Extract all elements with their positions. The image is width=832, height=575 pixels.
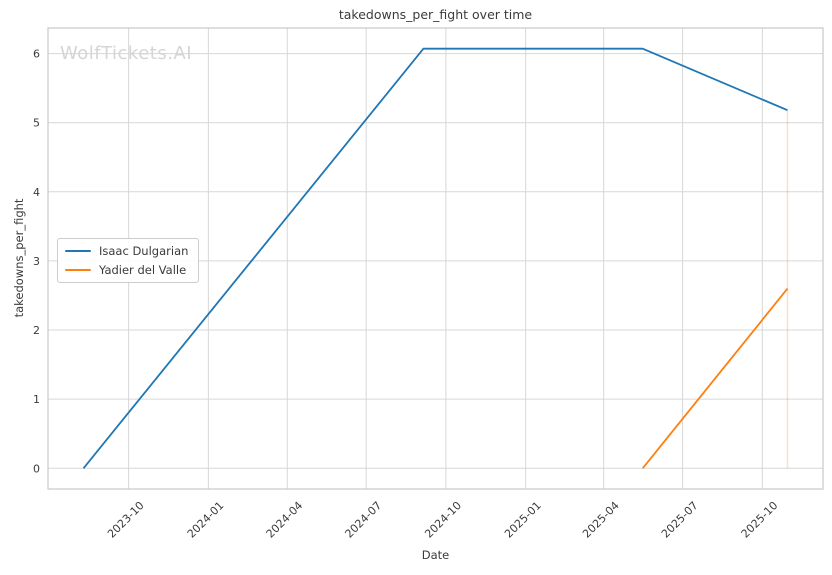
y-tick-label: 0	[33, 462, 40, 475]
legend-swatch-orange-line	[65, 269, 91, 271]
series-line-isaac-dulgarian	[82, 47, 788, 469]
x-axis-label: Date	[421, 548, 450, 562]
watermark: WolfTickets.AI	[60, 43, 193, 64]
x-tick-label: 2025-04	[580, 499, 622, 541]
x-tick-label: 2024-04	[264, 499, 306, 541]
chart-title: takedowns_per_fight over time	[338, 7, 533, 22]
x-tick-label: 2025-01	[502, 499, 544, 541]
legend-swatch-blue-line	[65, 250, 91, 252]
y-tick-label: 6	[33, 48, 40, 61]
legend-item-isaac-dulgarian: Isaac Dulgarian	[65, 244, 188, 258]
legend-item-yadier-del-valle: Yadier del Valle	[65, 263, 188, 277]
x-tick-label: 2024-10	[422, 499, 464, 541]
y-tick-label: 1	[33, 393, 40, 406]
y-tick-label: 3	[33, 255, 40, 268]
legend-label-yadier-del-valle: Yadier del Valle	[99, 263, 187, 277]
y-axis-label: takedowns_per_fight	[12, 198, 26, 318]
y-tick-label: 4	[33, 186, 40, 199]
x-tick-label: 2025-10	[739, 499, 781, 541]
series-line-yadier-del-valle	[641, 288, 789, 469]
legend: Isaac Dulgarian Yadier del Valle	[57, 238, 200, 283]
y-tick-label: 2	[33, 324, 40, 337]
x-tick-label: 2023-10	[105, 499, 147, 541]
legend-label-isaac-dulgarian: Isaac Dulgarian	[99, 244, 189, 258]
x-tick-label: 2025-07	[659, 499, 701, 541]
x-tick-label: 2024-01	[185, 499, 227, 541]
plot-frame	[47, 27, 824, 490]
y-tick-label: 5	[33, 117, 40, 130]
x-tick-label: 2024-07	[343, 499, 385, 541]
